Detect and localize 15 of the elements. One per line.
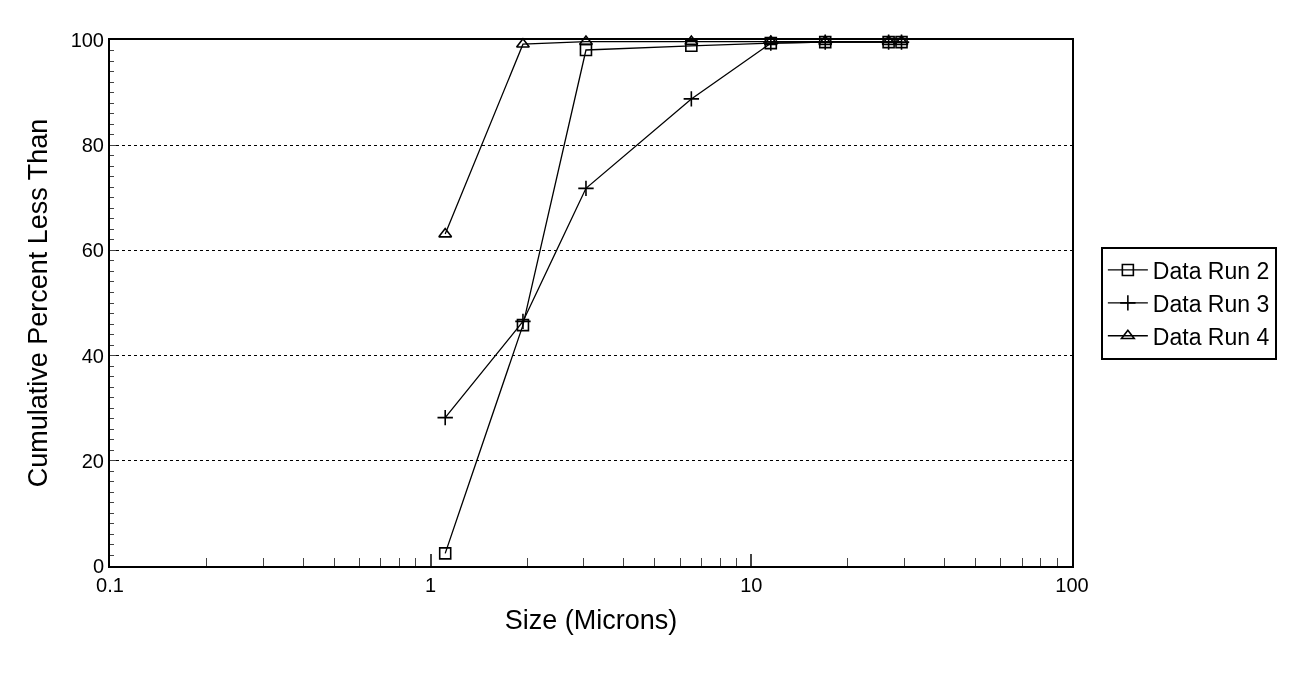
x-tick-label: 0.1 [96, 574, 124, 596]
y-tick-label: 40 [81, 344, 104, 367]
legend-label: Data Run 2 [1152, 257, 1270, 284]
y-tick-label: 100 [70, 29, 104, 51]
x-tick-label: 100 [1055, 574, 1089, 596]
x-tick-label: 10 [740, 574, 763, 596]
y-tick-label: 20 [81, 449, 104, 472]
x-tick-label: 1 [425, 574, 437, 596]
legend-label: Data Run 3 [1152, 290, 1270, 317]
y-tick-label: 80 [81, 134, 104, 157]
x-axis-title: Size (Microns) [504, 604, 678, 635]
legend-label: Data Run 4 [1152, 323, 1270, 350]
y-axis-title: Cumulative Percent Less Than [23, 118, 54, 488]
y-tick-label: 60 [81, 239, 104, 262]
y-tick-label: 0 [92, 555, 104, 577]
